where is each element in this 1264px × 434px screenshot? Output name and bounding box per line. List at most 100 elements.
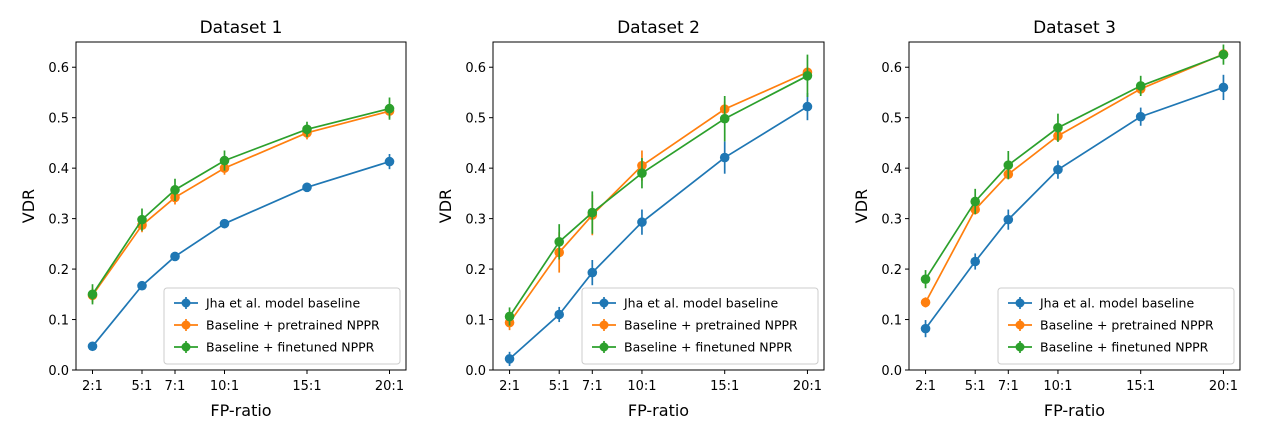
x-tick-label: 15:1 [710,379,739,394]
x-axis-label: FP-ratio [210,401,271,420]
y-tick-label: 0.4 [48,162,69,177]
data-point [87,289,98,300]
legend: Jha et al. model baseline Baseline + pret… [581,287,819,365]
data-point [219,155,230,166]
series-marks [920,44,1229,338]
y-tick-label: 0.6 [48,61,69,76]
x-tick-label: 15:1 [1126,379,1155,394]
data-point [384,156,395,167]
y-tick-label: 0.5 [465,112,486,127]
data-point [587,207,598,218]
legend-box [997,287,1235,365]
legend-box [163,287,401,365]
data-point [384,103,395,114]
series-marks [87,97,395,352]
y-tick-label: 0.0 [48,364,69,379]
x-tick-label: 2:1 [499,379,520,394]
legend-swatch-marker [181,342,191,352]
y-tick-label: 0.0 [881,364,902,379]
chart-title: Dataset 1 [200,18,283,38]
y-tick-label: 0.2 [48,263,69,278]
x-axis-label: FP-ratio [628,401,689,420]
x-tick-label: 15:1 [292,379,321,394]
y-tick-label: 0.1 [48,314,69,329]
x-tick-label: 20:1 [1209,379,1238,394]
data-point [1135,81,1146,91]
y-tick-label: 0.0 [465,364,486,379]
chart-panel-dataset-1: Dataset 1 VDR FP-ratio 0.00.10.20.30.40.… [19,18,407,420]
x-tick-label: 2:1 [915,379,936,394]
data-point [637,168,647,178]
x-tick-label: 20:1 [375,379,404,394]
x-tick-label: 7:1 [165,379,186,394]
y-tick-label: 0.3 [881,213,902,228]
x-tick-label: 20:1 [793,379,822,394]
series-line [508,105,808,360]
data-point [1053,164,1063,175]
legend-label: Baseline + pretrained NPPR [624,318,798,333]
y-tick-label: 0.5 [48,112,69,127]
data-point [637,217,647,227]
x-axis-label: FP-ratio [1044,401,1105,420]
axes-frame [908,41,1241,371]
data-point [302,182,312,193]
data-point [137,214,147,225]
legend-swatch-marker [181,320,191,330]
axis-ticks: 0.0 0.1 0.2 0.3 0.4 0.5 0.6 2:1 5:1 7:1 10:1 15:1 20… [465,61,822,394]
x-tick-label: 5:1 [965,379,986,394]
y-axis-label: VDR [436,189,455,223]
y-tick-label: 0.1 [881,314,902,329]
series-line [508,75,808,317]
data-point [87,341,98,352]
data-point [970,256,980,267]
y-tick-label: 0.1 [465,314,486,329]
legend-label: Baseline + finetuned NPPR [206,340,375,355]
series-line [91,107,390,295]
x-tick-label: 7:1 [998,379,1019,394]
chart-panel-dataset-2: Dataset 2 VDR FP-ratio 0.00.10.20.30.40.… [436,18,825,420]
x-tick-label: 10:1 [627,379,656,394]
axis-ticks: 0.0 0.1 0.2 0.3 0.4 0.5 0.6 2:1 5:1 7:1 10:1 15:1 20… [48,61,404,394]
legend-swatch-marker [1015,298,1025,308]
data-point [554,309,564,320]
data-point [719,152,730,163]
y-tick-label: 0.2 [881,263,902,278]
data-point [137,280,147,291]
x-tick-label: 5:1 [132,379,153,394]
legend-label: Jha et al. model baseline [205,296,360,311]
legend-swatch-marker [599,298,609,308]
data-point [970,196,980,207]
data-point [920,323,931,334]
legend-label: Baseline + finetuned NPPR [624,340,793,355]
data-point [1218,49,1229,60]
axes-frame [75,41,407,371]
x-tick-label: 5:1 [549,379,570,394]
data-point [302,124,312,135]
y-tick-label: 0.2 [465,263,486,278]
x-tick-label: 7:1 [582,379,603,394]
legend-label: Jha et al. model baseline [1039,296,1194,311]
data-point [504,354,515,364]
legend-label: Baseline + finetuned NPPR [1040,340,1209,355]
axis-ticks: 0.0 0.1 0.2 0.3 0.4 0.5 0.6 2:1 5:1 7:1 10:1 15:1 20… [881,61,1238,394]
data-point [1003,214,1014,225]
data-point [719,113,730,124]
series-line [924,53,1224,303]
x-tick-label: 2:1 [82,379,103,394]
y-axis-label: VDR [19,189,38,223]
y-tick-label: 0.6 [881,61,902,76]
series-line [924,53,1224,280]
series-line [508,71,808,324]
y-tick-label: 0.5 [881,112,902,127]
data-point [554,237,564,247]
legend-swatch-marker [181,298,191,308]
data-point [504,311,515,322]
legend: Jha et al. model baseline Baseline + pret… [997,287,1235,365]
chart-panel-dataset-3: Dataset 3 VDR FP-ratio 0.00.10.20.30.40.… [852,18,1241,420]
series-line [91,160,390,347]
data-point [170,185,180,195]
data-point [1003,160,1014,170]
legend-label: Jha et al. model baseline [623,296,778,311]
data-point [1218,82,1229,93]
